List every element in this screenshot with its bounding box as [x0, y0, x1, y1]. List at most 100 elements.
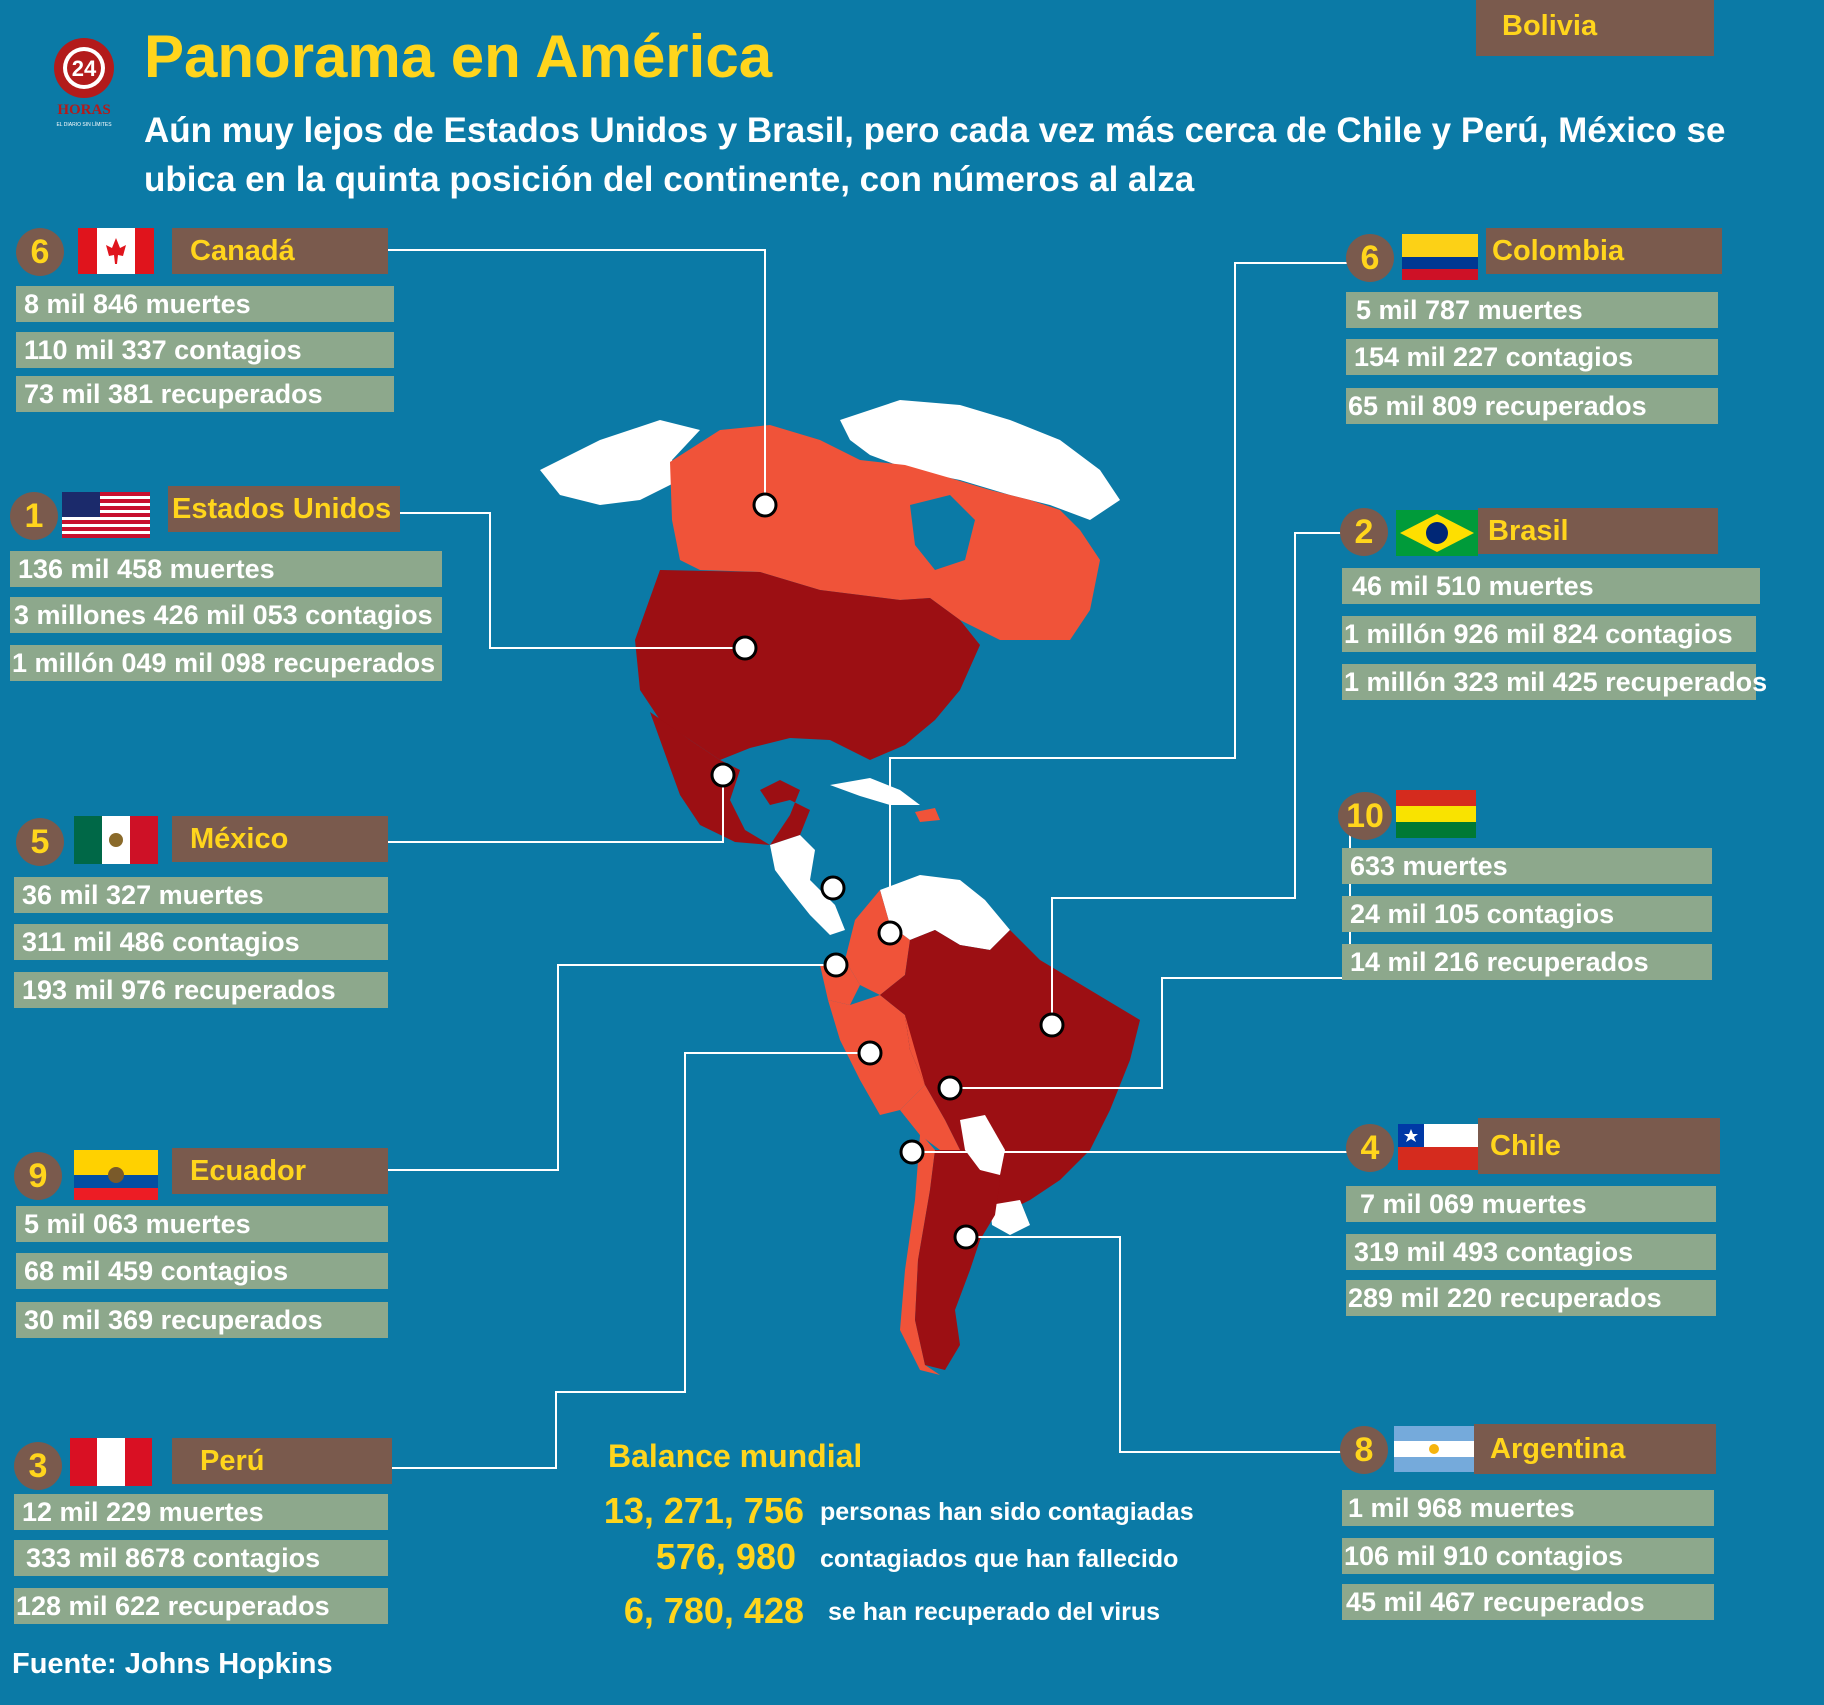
brazil-region: [880, 930, 1140, 1215]
cases-stat: 3 millones 426 mil 053 contagios: [10, 597, 442, 633]
usa-marker[interactable]: [732, 635, 758, 661]
country-markers: [710, 492, 1065, 1250]
country-name: Bolivia: [1476, 0, 1714, 56]
mexico-connector: [388, 775, 724, 843]
cases-stat: 110 mil 337 contagios: [16, 332, 394, 368]
rank-badge: 3: [14, 1442, 62, 1490]
cases-stat: 24 mil 105 contagios: [1342, 896, 1712, 932]
logo-number: 24: [72, 56, 97, 81]
deaths-stat: 136 mil 458 muertes: [10, 551, 442, 587]
cases-stat: 311 mil 486 contagios: [14, 924, 388, 960]
rank-badge: 2: [1340, 508, 1388, 556]
cases-stat: 68 mil 459 contagios: [16, 1253, 388, 1289]
balance-deaths-text: contagiados que han fallecido: [820, 1545, 1179, 1573]
country-name: México: [172, 816, 388, 862]
canada-connector: [388, 249, 766, 505]
recovered-stat: 128 mil 622 recuperados: [14, 1588, 388, 1624]
rank-badge: 5: [16, 818, 64, 866]
recovered-stat: 1 millón 323 mil 425 recuperados: [1342, 664, 1767, 700]
balance-recovered-number: 6, 780, 428: [623, 1590, 804, 1631]
balance-deaths-number: 576, 980: [655, 1536, 796, 1577]
recovered-stat: 1 millón 049 mil 098 recuperados: [10, 645, 442, 681]
caribbean-islands-shape: [830, 778, 920, 805]
recovered-stat: 14 mil 216 recuperados: [1342, 944, 1712, 980]
colombia-region: [845, 890, 910, 995]
country-name: Ecuador: [172, 1148, 388, 1194]
colombia-marker[interactable]: [877, 920, 903, 946]
deaths-stat: 633 muertes: [1342, 848, 1712, 884]
logo-text: HORAS: [57, 102, 110, 118]
argentina-flag-icon: [1394, 1426, 1474, 1472]
cases-stat: 154 mil 227 contagios: [1346, 339, 1718, 375]
recovered-stat: 289 mil 220 recuperados: [1346, 1280, 1716, 1316]
rank-badge: 9: [14, 1152, 62, 1200]
greenland-shape: [540, 420, 700, 505]
cases-stat: 1 millón 926 mil 824 contagios: [1342, 616, 1756, 652]
bolivia-region: [900, 1015, 960, 1150]
logo-tagline: EL DIARIO SIN LÍMITES: [56, 121, 112, 128]
chile-region: [900, 1110, 940, 1375]
colombia-connector: [889, 262, 1350, 933]
arctic-islands-shape: [840, 400, 1120, 520]
source-note: Fuente: Johns Hopkins: [12, 1648, 333, 1680]
country-name: Estados Unidos: [168, 486, 400, 532]
page-title: Panorama en América: [144, 23, 773, 90]
rank-badge: 8: [1340, 1426, 1388, 1474]
ecuador-marker[interactable]: [823, 952, 849, 978]
recovered-stat: 193 mil 976 recuperados: [14, 972, 388, 1008]
balance-cases-text: personas han sido contagiadas: [820, 1498, 1194, 1526]
puerto-rico-shape: [915, 808, 940, 822]
rank-badge: 1: [10, 492, 58, 540]
peru-flag-icon: [70, 1438, 152, 1486]
ecuador-connector: [388, 964, 836, 1171]
rank-badge: 6: [1346, 234, 1394, 282]
central-america-marker[interactable]: [820, 875, 846, 901]
paraguay-shape: [960, 1115, 1005, 1175]
usa-region: [635, 570, 980, 760]
canada-region: [670, 425, 1100, 640]
usa-connector: [400, 512, 745, 649]
country-name: Canadá: [172, 228, 388, 274]
cases-stat: 333 mil 8678 contagios: [14, 1540, 388, 1576]
mexico-flag-icon: [74, 816, 158, 864]
deaths-stat: 5 mil 063 muertes: [16, 1206, 388, 1242]
chile-marker[interactable]: [899, 1139, 925, 1165]
recovered-stat: 73 mil 381 recuperados: [16, 376, 394, 412]
rank-badge: 6: [16, 228, 64, 276]
canada-flag-icon: [78, 228, 154, 274]
deaths-stat: 36 mil 327 muertes: [14, 877, 388, 913]
bolivia-flag-icon: [1396, 790, 1476, 838]
balance-cases-number: 13, 271, 756: [603, 1490, 804, 1531]
balance-recovered-text: se han recuperado del virus: [828, 1598, 1161, 1626]
deaths-stat: 5 mil 787 muertes: [1346, 292, 1718, 328]
uruguay-shape: [990, 1200, 1030, 1235]
country-name: Colombia: [1486, 228, 1722, 274]
recovered-stat: 45 mil 467 recuperados: [1342, 1584, 1714, 1620]
brasil-connector: [1051, 532, 1350, 1025]
deaths-stat: 1 mil 968 muertes: [1342, 1490, 1714, 1526]
cases-stat: 106 mil 910 contagios: [1342, 1538, 1714, 1574]
bolivia-marker[interactable]: [937, 1075, 963, 1101]
venezuela-guyana-shape: [880, 875, 1010, 950]
argentina-region: [915, 1150, 1000, 1370]
recovered-stat: 65 mil 809 recuperados: [1346, 388, 1718, 424]
brasil-marker[interactable]: [1039, 1012, 1065, 1038]
deaths-stat: 12 mil 229 muertes: [14, 1494, 388, 1530]
chile-flag-icon: [1398, 1124, 1478, 1170]
rank-badge: 10: [1338, 792, 1392, 840]
country-name: Argentina: [1474, 1424, 1716, 1474]
argentina-marker[interactable]: [953, 1224, 979, 1250]
deaths-stat: 46 mil 510 muertes: [1342, 568, 1760, 604]
argentina-connector: [966, 1236, 1365, 1453]
country-name: Perú: [172, 1438, 392, 1484]
peru-marker[interactable]: [857, 1040, 883, 1066]
mexico-marker[interactable]: [710, 762, 736, 788]
central-america-shape: [770, 835, 845, 935]
ecuador-flag-icon: [74, 1150, 158, 1200]
rank-badge: 4: [1346, 1124, 1394, 1172]
country-name: Chile: [1478, 1118, 1720, 1174]
deaths-stat: 7 mil 069 muertes: [1346, 1186, 1716, 1222]
recovered-stat: 30 mil 369 recuperados: [16, 1302, 388, 1338]
canada-marker[interactable]: [752, 492, 778, 518]
brazil-flag-icon: [1396, 510, 1478, 556]
